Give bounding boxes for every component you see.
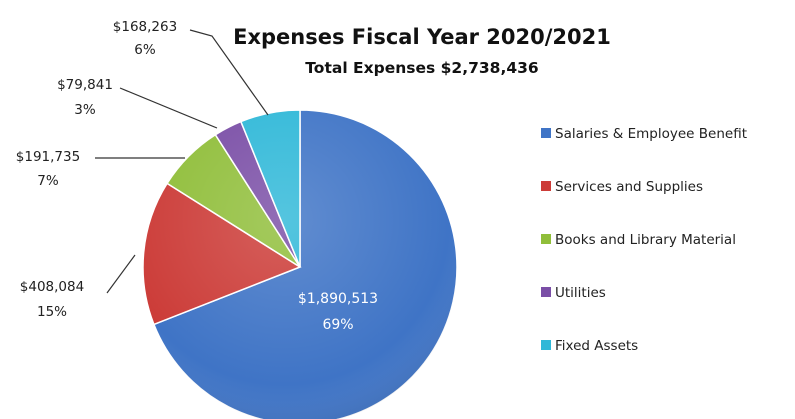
data-label-value-services-and-supplies: $408,084 (20, 279, 84, 295)
data-label-percent-salaries-and-employee-benefit: 69% (322, 317, 353, 333)
chart-subtitle: Total Expenses $2,738,436 (305, 59, 538, 77)
legend-swatch-services-and-supplies (541, 181, 551, 191)
leader-line-services-and-supplies (106, 254, 136, 294)
data-label-percent-fixed-assets: 6% (134, 42, 156, 58)
legend-label-utilities: Utilities (555, 285, 606, 301)
legend: Salaries & Employee Benefit Services and … (541, 126, 747, 354)
chart-title: Expenses Fiscal Year 2020/2021 (233, 25, 611, 49)
data-label-value-utilities: $79,841 (57, 77, 113, 93)
data-label-percent-utilities: 3% (74, 102, 96, 118)
data-label-percent-services-and-supplies: 15% (37, 304, 67, 320)
data-label-percent-books-and-library-material: 7% (37, 173, 59, 189)
legend-swatch-fixed-assets (541, 340, 551, 350)
data-label-value-fixed-assets: $168,263 (113, 19, 177, 35)
leader-lines (95, 29, 269, 294)
legend-label-fixed-assets: Fixed Assets (555, 338, 638, 354)
legend-label-services-and-supplies: Services and Supplies (555, 179, 703, 195)
data-label-value-books-and-library-material: $191,735 (16, 149, 80, 165)
legend-swatch-utilities (541, 287, 551, 297)
legend-label-salaries-and-employee-benefit: Salaries & Employee Benefit (555, 126, 747, 142)
leader-line-fixed-assets (189, 29, 269, 116)
data-labels: $1,890,513 69% $408,084 15% $191,735 7% $79,84… (16, 19, 378, 333)
leader-line-utilities (119, 87, 218, 129)
legend-swatch-books-and-library-material (541, 234, 551, 244)
pie-slices (142, 109, 458, 419)
legend-swatch-salaries-and-employee-benefit (541, 128, 551, 138)
data-label-value-salaries-and-employee-benefit: $1,890,513 (298, 291, 378, 307)
legend-label-books-and-library-material: Books and Library Material (555, 232, 736, 248)
